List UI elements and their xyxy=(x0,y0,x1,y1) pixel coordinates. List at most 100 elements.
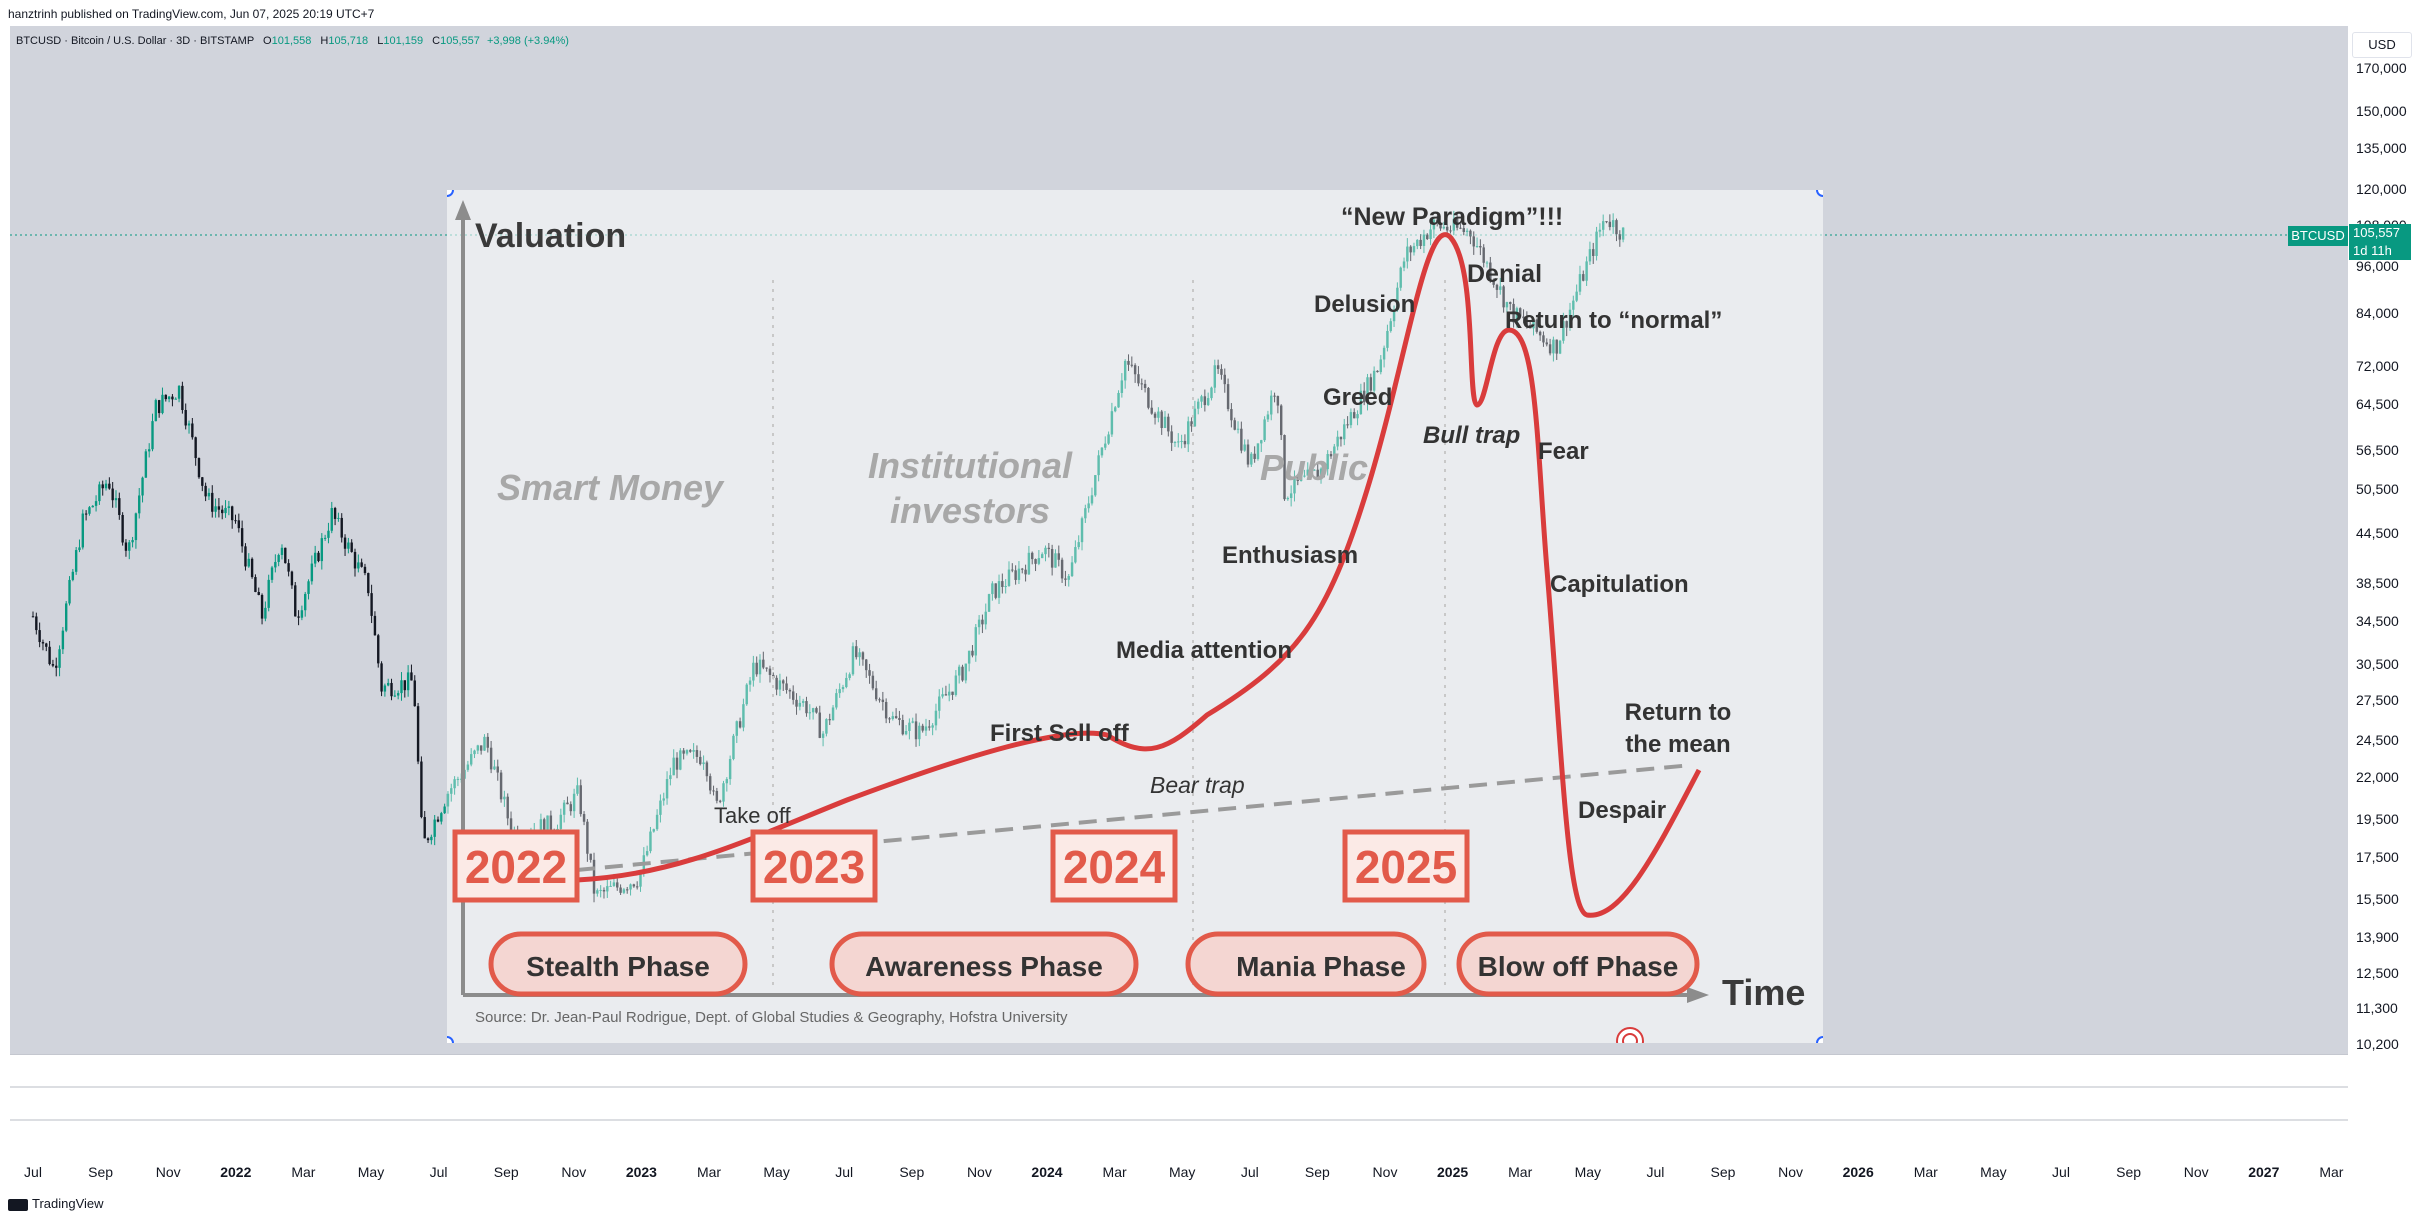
candle xyxy=(413,675,416,707)
ghost-candle xyxy=(1469,229,1472,245)
ghost-candle xyxy=(679,748,682,771)
candle xyxy=(234,514,237,524)
ghost-candle xyxy=(835,688,838,710)
candle xyxy=(393,690,397,698)
candle xyxy=(38,622,41,648)
ghost-candle xyxy=(1376,370,1379,373)
resize-handle[interactable] xyxy=(447,190,454,197)
ghost-candle xyxy=(639,872,642,892)
candle xyxy=(224,500,227,518)
ghost-candle xyxy=(984,603,987,630)
ghost-candle xyxy=(1183,434,1187,448)
ghost-candle xyxy=(476,744,480,755)
price-tick: 150,000 xyxy=(2356,103,2407,120)
ghost-candle xyxy=(1050,544,1054,576)
phase-awareness: Awareness Phase xyxy=(829,931,1139,997)
ghost-candle xyxy=(635,881,639,890)
ghost-candle xyxy=(964,663,968,684)
ghost-candle xyxy=(1416,239,1419,250)
currency-button[interactable]: USD xyxy=(2352,32,2412,58)
resize-handle[interactable] xyxy=(447,1036,454,1043)
candle xyxy=(124,539,128,557)
ghost-candle xyxy=(1399,266,1402,291)
ghost-candle xyxy=(1306,462,1309,476)
ghost-candle xyxy=(742,698,745,732)
price-axis[interactable]: 170,000150,000135,000120,000108,00096,00… xyxy=(2348,26,2427,1164)
price-tick: 44,500 xyxy=(2356,524,2399,541)
ghost-candle xyxy=(994,583,997,600)
ghost-candle xyxy=(792,685,795,705)
ghost-candle xyxy=(1465,228,1469,237)
ghost-candle xyxy=(702,755,705,770)
price-tick: 22,000 xyxy=(2356,769,2399,786)
ghost-candle xyxy=(758,654,762,683)
candle xyxy=(41,639,45,651)
candle xyxy=(267,574,270,612)
ghost-candle xyxy=(499,769,503,803)
candle xyxy=(211,485,214,518)
ghost-candle xyxy=(1127,354,1130,371)
resize-handle[interactable] xyxy=(1816,1036,1823,1043)
candle xyxy=(360,558,363,568)
year-2022: 2022 xyxy=(465,841,567,893)
year-box-2023: 2023 xyxy=(750,829,878,903)
ghost-candle xyxy=(1293,470,1296,502)
ghost-candle xyxy=(828,713,831,725)
ghost-candle xyxy=(981,614,984,634)
ghost-candle xyxy=(1605,221,1608,224)
ghost-candle xyxy=(1024,564,1027,582)
brand-name: TradingView xyxy=(32,1196,104,1211)
ghost-candle xyxy=(881,691,885,711)
resize-handle[interactable] xyxy=(1816,190,1823,197)
ghost-candle xyxy=(1525,311,1529,329)
ghost-candle xyxy=(934,703,938,731)
low-value: 101,159 xyxy=(383,35,424,47)
ghost-candle xyxy=(795,693,798,715)
label-new-paradigm: “New Paradigm”!!! xyxy=(1341,203,1563,231)
time-tick: May xyxy=(1574,1164,1602,1180)
candle xyxy=(317,550,320,563)
symbol-description[interactable]: BTCUSD · Bitcoin / U.S. Dollar · 3D · BI… xyxy=(16,35,254,47)
ghost-candle xyxy=(1495,283,1499,299)
time-tick: Nov xyxy=(966,1164,992,1180)
ghost-candle xyxy=(924,718,928,736)
time-tick: 2025 xyxy=(1437,1164,1469,1180)
ghost-candle xyxy=(1177,433,1180,448)
ghost-candle xyxy=(1004,579,1007,594)
candle xyxy=(327,522,330,544)
ghost-candle xyxy=(1442,221,1446,230)
time-tick: Sep xyxy=(2116,1164,2142,1180)
price-tick: 13,900 xyxy=(2356,928,2399,945)
close-value: 105,557 xyxy=(440,35,480,47)
ghost-candle xyxy=(801,698,805,707)
ghost-candle xyxy=(1369,373,1373,394)
candle xyxy=(416,702,420,765)
ghost-candle xyxy=(1366,373,1369,411)
footer-brand[interactable]: TradingView xyxy=(8,1196,104,1211)
ghost-candle xyxy=(1319,467,1323,484)
candle xyxy=(353,548,357,577)
ghost-candle xyxy=(626,886,629,894)
time-arrow-icon xyxy=(1687,987,1709,1003)
candle xyxy=(74,547,78,575)
time-tick: May xyxy=(1168,1164,1196,1180)
ghost-candle xyxy=(1336,430,1339,451)
ghost-candle xyxy=(1538,330,1542,341)
ghost-candle xyxy=(825,718,828,737)
ghost-candle xyxy=(450,783,453,802)
candle xyxy=(347,537,350,554)
ghost-candle xyxy=(669,767,672,786)
candle xyxy=(237,513,241,533)
ghost-candle xyxy=(586,819,589,862)
ghost-candle xyxy=(1519,307,1522,318)
ghost-candle xyxy=(1001,573,1004,594)
ghost-candle xyxy=(725,777,729,792)
candle xyxy=(420,756,423,819)
time-axis[interactable]: Jul Sep Nov 2022 Mar May Jul Sep Nov 2023 Mar May Ju… xyxy=(0,1154,2427,1190)
ghost-candle xyxy=(1595,226,1598,261)
ghost-candle xyxy=(1040,552,1044,559)
ghost-candle xyxy=(1309,468,1313,472)
ghost-candle xyxy=(1200,394,1203,408)
bubble-cycle-infographic[interactable]: Valuation Time Source: Dr. Jean-Paul Rod… xyxy=(447,190,1823,1043)
ghost-candle xyxy=(874,680,878,702)
